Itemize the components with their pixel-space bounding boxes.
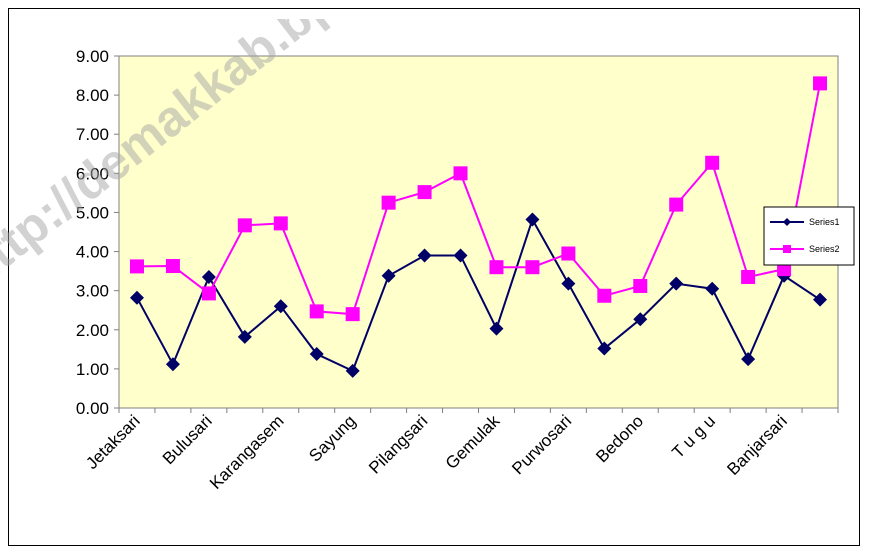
y-tick-label: 0.00	[76, 399, 109, 418]
y-tick-label: 9.00	[76, 47, 109, 66]
data-point	[525, 260, 539, 274]
data-point	[346, 307, 360, 321]
y-tick-label: 7.00	[76, 125, 109, 144]
legend-box	[764, 207, 854, 265]
x-tick-label: Banjarsari	[723, 411, 791, 479]
data-point	[669, 198, 683, 212]
y-tick-label: 4.00	[76, 243, 109, 262]
y-tick-label: 8.00	[76, 86, 109, 105]
data-point	[597, 289, 611, 303]
data-point	[166, 259, 180, 273]
chart-frame: 0.00 1.00 2.00 3.00 4.00 5.00 6.00 7.00 8.00 9.00…	[8, 8, 860, 546]
x-tick-label: Sayung	[305, 411, 359, 465]
data-point	[633, 279, 647, 293]
data-point	[274, 216, 288, 230]
plot-area	[119, 56, 838, 408]
y-tick-label: 2.00	[76, 321, 109, 340]
x-tick-label: Bulusari	[159, 411, 216, 468]
y-tick-label: 1.00	[76, 360, 109, 379]
data-point	[454, 166, 468, 180]
y-tick-label: 3.00	[76, 282, 109, 301]
x-tick-label: Bedono	[592, 411, 647, 466]
y-tick-label: 6.00	[76, 164, 109, 183]
line-chart: 0.00 1.00 2.00 3.00 4.00 5.00 6.00 7.00 8.00 9.00…	[9, 9, 861, 547]
data-point	[489, 260, 503, 274]
legend-marker	[783, 245, 791, 253]
data-point	[202, 286, 216, 300]
x-tick-label: Purwosari	[508, 411, 575, 478]
data-point	[741, 270, 755, 284]
legend: Series1 Series2	[764, 207, 854, 265]
x-tick-label: Jetaksari	[82, 411, 144, 473]
y-tick-label: 5.00	[76, 203, 109, 222]
data-point	[238, 218, 252, 232]
data-point	[382, 196, 396, 210]
x-tick-label: Pilangsari	[365, 411, 431, 477]
x-tick-label: T u g u	[668, 411, 719, 462]
data-point	[561, 247, 575, 261]
legend-label: Series2	[809, 244, 840, 254]
data-point	[418, 185, 432, 199]
legend-label: Series1	[809, 217, 840, 227]
data-point	[813, 76, 827, 90]
x-tick-label: Karangasem	[206, 411, 288, 493]
data-point	[130, 259, 144, 273]
x-tick-label: Gemulak	[442, 411, 504, 473]
data-point	[705, 156, 719, 170]
data-point	[310, 304, 324, 318]
